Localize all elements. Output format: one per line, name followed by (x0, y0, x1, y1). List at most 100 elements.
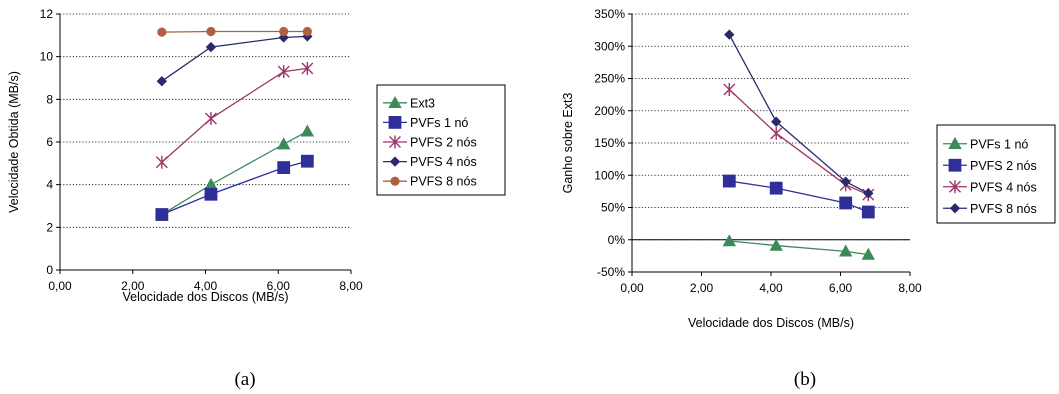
y-tick-label: 250% (594, 72, 625, 86)
series-line (729, 180, 869, 213)
data-point (723, 82, 736, 96)
series-line (161, 67, 308, 163)
y-tick-label: 0% (608, 233, 626, 247)
data-point (155, 208, 169, 221)
legend-marker (390, 176, 400, 186)
y-tick-label: -50% (597, 265, 625, 279)
y-tick-label: 300% (594, 39, 625, 53)
data-point (861, 205, 875, 219)
series-line (161, 160, 308, 216)
legend-label: PVFs 1 nó (410, 116, 468, 130)
series-pvfs-1-n- (722, 234, 875, 260)
data-point (722, 234, 736, 247)
legend-entry: PVFS 2 nós (943, 159, 1037, 173)
legend-label: PVFs 1 nó (970, 137, 1028, 151)
y-tick-label: 0 (46, 263, 53, 277)
legend: PVFs 1 nó PVFS 2 nós PVFS 4 nós PVFS 8 nós (936, 124, 1056, 224)
legend-entry: Ext3 (383, 95, 435, 110)
data-point (771, 116, 782, 127)
data-point (770, 126, 783, 140)
data-point (769, 181, 783, 195)
x-tick-label: 0,00 (48, 279, 72, 293)
y-axis-title: Velocidade Obtida (MB/s) (7, 71, 21, 213)
series-pvfs-4-n-s (156, 31, 313, 87)
data-point (204, 112, 217, 126)
y-tick-label: 2 (46, 220, 53, 234)
x-tick-label: 2,00 (690, 281, 714, 295)
x-axis-title: Velocidade dos Discos (MB/s) (688, 316, 854, 330)
x-tick-label: 8,00 (898, 281, 922, 295)
legend: Ext3 PVFs 1 nó PVFS 2 nós PVFS 4 nós PVFS 8 … (376, 84, 506, 196)
legend-marker (389, 156, 401, 167)
series-pvfs-8-n-s (724, 29, 874, 199)
series-pvfs-2-n-s (722, 174, 875, 219)
y-tick-label: 350% (594, 7, 625, 21)
data-point (724, 29, 735, 40)
legend-label: PVFS 8 nós (410, 175, 477, 189)
data-point (156, 76, 168, 87)
data-point (300, 154, 314, 168)
data-point (722, 174, 736, 188)
series-pvfs-2-n-s (155, 61, 314, 169)
y-tick-label: 100% (594, 168, 625, 182)
legend-label: PVFS 2 nós (410, 136, 477, 150)
y-tick-label: 4 (46, 178, 53, 192)
chart-a: 0 2 4 6 8 10 12 0,00 2,00 4,00 6,00 8,00 Velocidade … (7, 7, 506, 390)
legend-marker (949, 180, 961, 194)
chart-b: -50% 0% 50% 100% 150% 200% 250% 300% 350% 0,00 2,0… (561, 7, 1056, 390)
series-pvfs-1-n- (155, 154, 314, 221)
legend-entry: PVFs 1 nó (383, 116, 468, 130)
figure-caption: (b) (794, 369, 816, 390)
legend-label: PVFS 2 nós (970, 159, 1037, 173)
data-point (302, 26, 312, 37)
series-line (161, 30, 308, 33)
legend-entry: PVFS 4 nós (383, 155, 477, 169)
series-pvfs-8-n-s (157, 26, 312, 37)
data-point (839, 244, 853, 257)
data-point (155, 155, 168, 169)
series-line (728, 88, 869, 196)
data-point (840, 176, 851, 187)
y-tick-label: 50% (601, 201, 625, 215)
legend-entry: PVFS 4 nós (943, 180, 1037, 194)
x-tick-label: 0,00 (620, 281, 644, 295)
x-tick-label: 6,00 (267, 279, 291, 293)
figure-caption: (a) (234, 369, 255, 390)
data-point (157, 27, 167, 37)
data-point (279, 26, 289, 37)
data-point (301, 61, 314, 75)
data-point (277, 161, 291, 175)
legend-marker (949, 203, 961, 214)
legend-entry: PVFS 8 nós (943, 202, 1037, 216)
x-axis-title: Velocidade dos Discos (MB/s) (122, 290, 288, 304)
data-point (863, 188, 874, 199)
series-line (161, 35, 308, 82)
legend-marker (388, 116, 402, 129)
data-point (769, 238, 783, 251)
y-tick-label: 200% (594, 104, 625, 118)
legend-label: Ext3 (410, 96, 435, 110)
x-tick-label: 4,00 (759, 281, 783, 295)
legend-label: PVFS 8 nós (970, 202, 1037, 216)
legend-label: PVFS 4 nós (410, 155, 477, 169)
data-point (278, 32, 289, 43)
data-point (300, 124, 315, 137)
legend-entry: PVFS 8 nós (383, 175, 477, 189)
x-tick-label: 2,00 (121, 279, 145, 293)
legend-marker (389, 135, 401, 149)
legend-label: PVFS 4 nós (970, 180, 1037, 194)
data-point (861, 247, 875, 260)
legend-entry: PVFS 2 nós (383, 135, 477, 150)
y-tick-label: 10 (40, 50, 54, 64)
data-point (277, 65, 290, 79)
legend-entry: PVFs 1 nó (943, 136, 1028, 151)
series-line (161, 130, 308, 216)
y-axis-title: Ganho sobre Ext3 (561, 93, 575, 194)
data-point (206, 26, 216, 37)
series-line (729, 240, 869, 256)
y-tick-label: 12 (40, 7, 54, 21)
data-point (204, 187, 218, 201)
data-point (839, 196, 853, 210)
data-point (277, 137, 291, 150)
